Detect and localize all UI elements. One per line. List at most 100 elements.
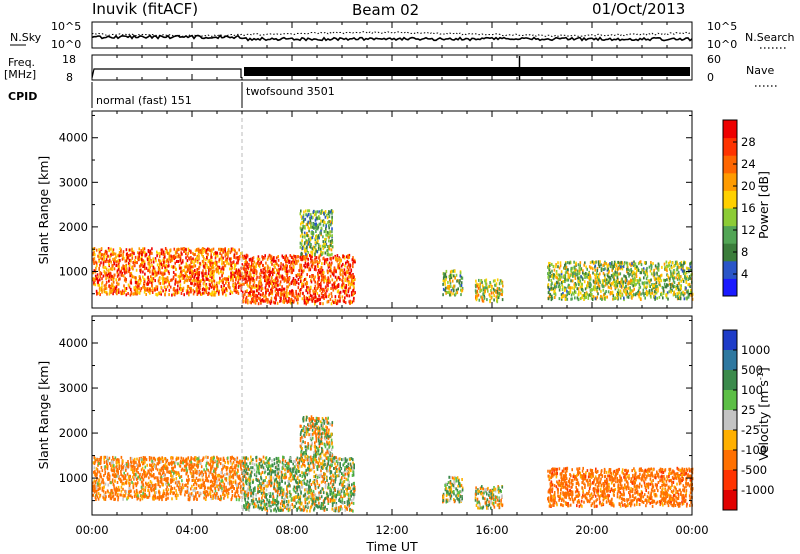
power-scatter-cell [664, 267, 666, 271]
power-scatter-cell [611, 282, 614, 286]
power-scatter-cell [100, 247, 103, 251]
power-scatter-cell [289, 299, 291, 303]
power-scatter-cell [633, 260, 635, 264]
power-scatter-cell [295, 292, 297, 296]
power-scatter-cell [646, 293, 648, 297]
power-scatter-cell [324, 259, 326, 263]
power-scatter-cell [676, 284, 679, 287]
power-scatter-cell [307, 298, 310, 302]
power-scatter-cell [492, 291, 495, 295]
power-scatter-cell [664, 285, 667, 289]
power-scatter-cell [209, 258, 212, 262]
power-scatter-cell [303, 255, 305, 259]
power-scatter-cell [190, 286, 192, 290]
power-scatter-cell [576, 296, 579, 300]
power-scatter-cell [129, 248, 131, 252]
power-scatter-cell [167, 270, 170, 274]
power-scatter-cell [294, 282, 297, 286]
freq-tick-top: 18 [62, 53, 76, 66]
power-scatter-cell [242, 299, 245, 303]
power-scatter-cell [99, 293, 101, 297]
power-scatter-cell [314, 265, 316, 269]
power-scatter-cell [118, 282, 120, 286]
power-scatter-cell [679, 262, 681, 265]
velocity-scatter-cell [187, 494, 190, 498]
power-scatter-cell [107, 254, 109, 258]
power-scatter-cell [222, 280, 224, 284]
power-scatter-cell [155, 285, 157, 289]
power-scatter-cell [234, 249, 236, 253]
velocity-scatter-cell [202, 478, 204, 482]
power-scatter-cell [124, 269, 127, 273]
power-scatter-cell [649, 269, 652, 273]
power-scatter-cell [632, 289, 634, 293]
power-scatter-cell [313, 213, 316, 217]
power-scatter-cell [321, 289, 324, 293]
velocity-scatter-cell [175, 476, 178, 480]
power-scatter-cell [274, 284, 277, 288]
velocity-scatter-cell [172, 468, 174, 472]
power-scatter-cell [642, 267, 645, 271]
power-scatter-cell [295, 259, 298, 263]
power-scatter-cell [302, 215, 304, 219]
power-scatter-cell [107, 247, 110, 250]
power-scatter-cell [324, 293, 326, 297]
power-scatter-cell [139, 289, 142, 293]
power-scatter-cell [162, 263, 164, 267]
power-scatter-cell [200, 248, 203, 252]
power-scatter-cell [177, 274, 180, 278]
power-scatter-cell [230, 249, 233, 253]
power-scatter-cell [108, 275, 111, 279]
power-scatter-cell [489, 300, 491, 304]
power-scatter-cell [556, 276, 559, 280]
velocity-scatter-cell [129, 482, 131, 486]
velocity-scatter-cell [141, 466, 144, 470]
power-scatter-cell [129, 293, 132, 297]
power-scatter-cell [226, 257, 229, 260]
power-scatter-cell [632, 277, 634, 281]
power-scatter-cell [330, 209, 333, 213]
velocity-scatter-cell [141, 473, 144, 477]
power-scatter-cell [139, 257, 141, 261]
power-scatter-cell [632, 284, 634, 288]
power-scatter-cell [273, 259, 276, 263]
power-scatter-cell [348, 300, 351, 304]
power-scatter-cell [634, 293, 637, 297]
power-scatter-cell [344, 291, 346, 295]
power-scatter-cell [191, 279, 194, 283]
velocity-scatter-cell [221, 484, 223, 488]
velocity-scatter-cell [188, 459, 191, 463]
power-scatter-cell [346, 271, 349, 275]
power-scatter-cell [688, 282, 691, 286]
power-scatter-cell [257, 259, 260, 263]
power-scatter-cell [660, 293, 663, 297]
velocity-scatter-cell [94, 495, 97, 499]
power-scatter-cell [103, 255, 106, 258]
power-scatter-cell [652, 284, 654, 288]
power-scatter-cell [260, 268, 262, 272]
power-scatter-cell [350, 268, 352, 272]
power-scatter-cell [457, 287, 459, 291]
velocity-scatter-cell [226, 472, 228, 476]
power-scatter-cell [547, 275, 549, 279]
velocity-scatter-cell [106, 462, 108, 466]
power-scatter-cell [281, 254, 284, 258]
power-scatter-cell [324, 215, 327, 219]
power-scatter-cell [186, 267, 189, 271]
power-scatter-cell [249, 283, 251, 287]
power-scatter-cell [294, 255, 296, 258]
power-scatter-cell [320, 226, 323, 230]
power-scatter-cell [236, 261, 238, 265]
power-scatter-cell [230, 274, 232, 278]
velocity-scatter-cell [107, 473, 109, 477]
power-scatter-cell [633, 276, 636, 280]
velocity-scatter-cell [162, 489, 165, 493]
power-scatter-cell [191, 259, 194, 263]
power-scatter-cell [246, 282, 248, 286]
power-scatter-cell [653, 276, 656, 280]
power-scatter-cell [222, 278, 224, 281]
velocity-scatter-cell [213, 469, 215, 473]
power-scatter-cell [217, 269, 219, 273]
power-scatter-cell [234, 281, 237, 285]
velocity-scatter-cell [205, 490, 207, 493]
